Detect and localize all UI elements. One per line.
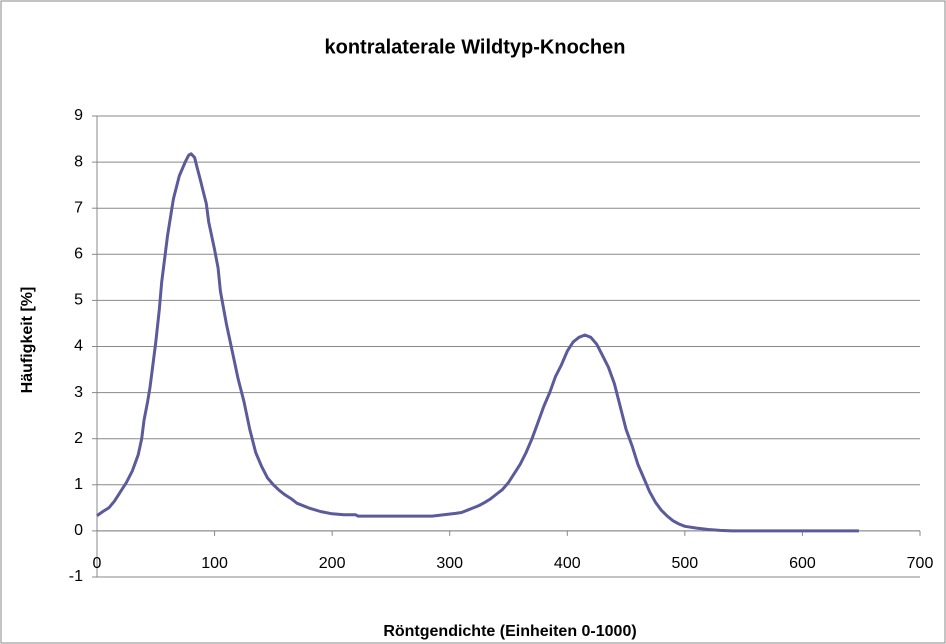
y-axis-label: Häufigkeit [%] <box>19 287 36 394</box>
x-tick-label: 0 <box>93 555 102 572</box>
x-tick-label: 400 <box>554 555 581 572</box>
y-tick-label: 5 <box>74 292 83 309</box>
chart-title: kontralaterale Wildtyp-Knochen <box>325 36 626 58</box>
y-tick-label: 0 <box>74 522 83 539</box>
y-tick-label: 6 <box>74 246 83 263</box>
x-tick-label: 300 <box>436 555 463 572</box>
y-tick-label: 7 <box>74 199 83 216</box>
x-tick-label: 500 <box>672 555 699 572</box>
x-tick-label: 100 <box>201 555 228 572</box>
data-line <box>96 152 859 533</box>
y-tick-label: -1 <box>69 568 83 585</box>
y-tick-label: 4 <box>74 338 83 355</box>
x-tick-label: 200 <box>319 555 346 572</box>
y-tick-label: 8 <box>74 153 83 170</box>
y-tick-label: 3 <box>74 384 83 401</box>
x-axis-label: Röntgendichte (Einheiten 0-1000) <box>383 623 636 640</box>
y-tick-label: 9 <box>74 107 83 124</box>
x-tick-label: 700 <box>907 555 934 572</box>
y-tick-label: 1 <box>74 476 83 493</box>
y-tick-label: 2 <box>74 430 83 447</box>
x-tick-label: 600 <box>789 555 816 572</box>
